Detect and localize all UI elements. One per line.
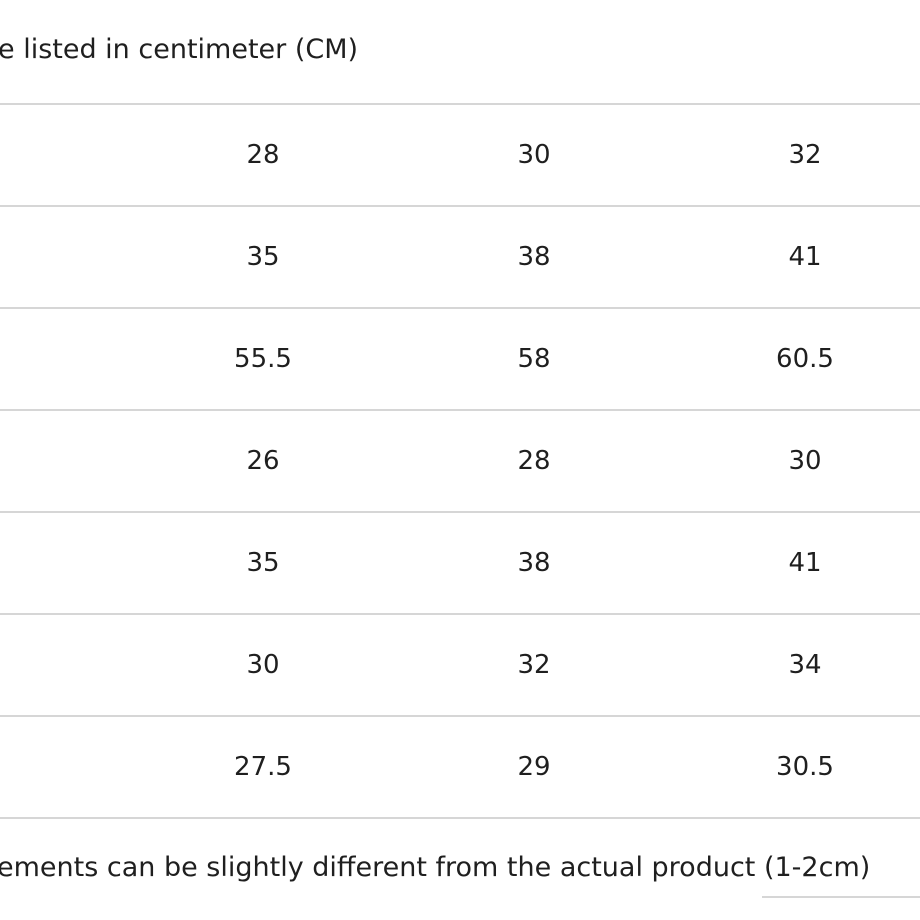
table-row: 28 30 32	[0, 103, 920, 205]
table-cell: 58	[517, 344, 551, 374]
table-cell: 30	[517, 140, 551, 170]
table-cell: 41	[788, 548, 822, 578]
table-row: 26 28 30	[0, 409, 920, 511]
table-cell: 30.5	[776, 752, 834, 782]
table-cell: 29	[517, 752, 551, 782]
footer-divider	[762, 896, 920, 898]
unit-note: e listed in centimeter (CM)	[0, 34, 359, 65]
table-cell: 30	[788, 446, 822, 476]
table-cell: 38	[517, 242, 551, 272]
table-cell: 35	[246, 242, 280, 272]
table-row: 55.5 58 60.5	[0, 307, 920, 409]
table-row: 27.5 29 30.5	[0, 715, 920, 819]
table-cell: 32	[517, 650, 551, 680]
table-row: 35 38 41	[0, 511, 920, 613]
table-cell: 32	[788, 140, 822, 170]
table-cell: 35	[246, 548, 280, 578]
table-cell: 60.5	[776, 344, 834, 374]
table-cell: 27.5	[234, 752, 292, 782]
table-cell: 28	[246, 140, 280, 170]
measurement-disclaimer: ements can be slightly different from th…	[0, 852, 871, 883]
table-cell: 28	[517, 446, 551, 476]
table-cell: 38	[517, 548, 551, 578]
table-cell: 34	[788, 650, 822, 680]
table-row: 30 32 34	[0, 613, 920, 715]
table-row: 35 38 41	[0, 205, 920, 307]
table-cell: 55.5	[234, 344, 292, 374]
table-cell: 26	[246, 446, 280, 476]
table-cell: 41	[788, 242, 822, 272]
size-chart-table: 28 30 32 35 38 41 55.5 58 60.5 26 28 30 35 38 41 30 32 34…	[0, 103, 920, 819]
table-cell: 30	[246, 650, 280, 680]
